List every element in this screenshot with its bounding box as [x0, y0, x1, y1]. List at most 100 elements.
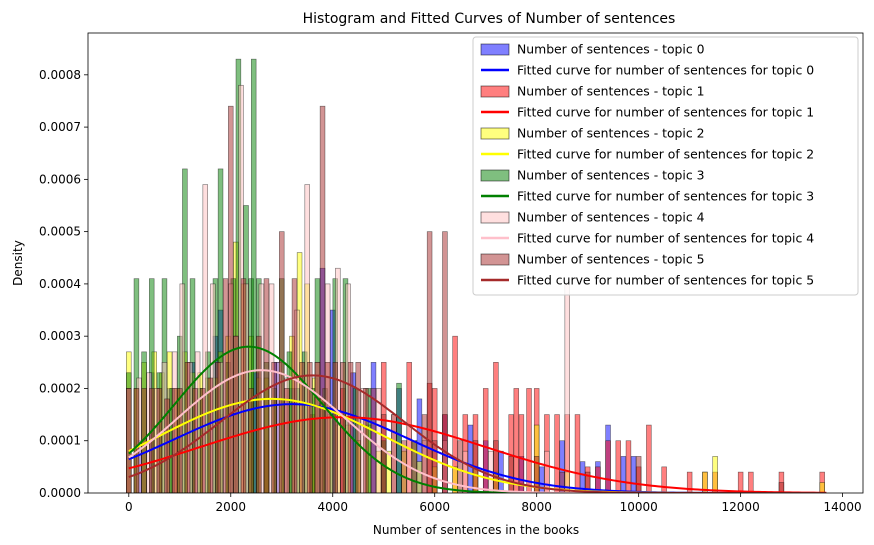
- legend-swatch: [480, 43, 510, 56]
- x-tick-label: 2000: [215, 500, 246, 514]
- histogram-bar-topic-1-37: [748, 471, 754, 493]
- histogram-bar-topic-1-14: [482, 388, 489, 493]
- y-tick-label: 0.0006: [39, 172, 81, 186]
- legend-label: Number of sentences - topic 5: [517, 252, 704, 267]
- histogram-bar-topic-1-31: [646, 424, 652, 493]
- y-tick-label: 0.0003: [39, 329, 81, 343]
- histogram-bar-topic-0-28: [630, 456, 637, 493]
- x-axis: 0 2000 4000 6000 8000 10000 12000 14000: [125, 493, 862, 514]
- y-tick-label: 0.0004: [39, 277, 81, 291]
- legend-label: Fitted curve for number of sentences for…: [517, 105, 814, 120]
- histogram-bar-topic-4-35: [564, 283, 570, 493]
- histogram-bar-topic-5-22: [284, 388, 290, 493]
- legend: Number of sentences - topic 0 Fitted curv…: [472, 36, 859, 296]
- histogram-bar-topic-5-4: [156, 388, 163, 493]
- histogram-bar-topic-5-46: [508, 456, 514, 493]
- x-tick-label: 6000: [419, 500, 450, 514]
- histogram-bar-topic-5-19: [263, 278, 270, 493]
- legend-label: Fitted curve for number of sentences for…: [517, 147, 814, 162]
- histogram-bar-topic-5-27: [319, 105, 326, 493]
- legend-label: Number of sentences - topic 4: [517, 210, 705, 225]
- histogram-bar-topic-5-37: [401, 440, 407, 493]
- legend-swatch: [480, 127, 510, 140]
- histogram-bar-topic-2-43: [819, 482, 825, 493]
- histogram-bar-topic-5-47: [533, 456, 540, 493]
- histogram-bar-topic-5-39: [421, 414, 428, 493]
- histogram-bar-topic-5-17: [248, 388, 254, 493]
- legend-box: [472, 36, 859, 296]
- x-tick-label: 14000: [824, 500, 862, 514]
- legend-label: Number of sentences - topic 3: [517, 168, 704, 183]
- y-tick-label: 0.0008: [39, 68, 81, 82]
- histogram-bar-topic-5-18: [256, 335, 262, 493]
- histogram-bar-topic-5-0: [126, 388, 132, 493]
- legend-label: Fitted curve for number of sentences for…: [517, 273, 814, 288]
- histogram-bar-topic-5-45: [493, 440, 499, 493]
- y-tick-label: 0.0007: [39, 120, 81, 134]
- x-tick-label: 10000: [620, 500, 658, 514]
- histogram-bar-topic-5-28: [324, 362, 331, 493]
- histogram-bar-topic-5-36: [391, 414, 397, 493]
- histogram-bar-topic-0-20: [498, 450, 504, 493]
- y-tick-label: 0.0001: [39, 434, 81, 448]
- legend-swatch: [480, 253, 510, 266]
- x-tick-label: 4000: [317, 500, 348, 514]
- legend-swatch: [480, 169, 510, 182]
- histogram-bar-topic-5-41: [431, 440, 438, 493]
- chart-title: Histogram and Fitted Curves of Number of…: [303, 11, 676, 27]
- histogram-bar-topic-2-32: [386, 450, 392, 493]
- fitted-curve-topic-1: [128, 416, 827, 493]
- y-axis: 0.0000 0.0001 0.0002 0.0003 0.0004 0.0005 0.00…: [39, 68, 88, 500]
- histogram-bar-topic-5-35: [380, 414, 387, 493]
- histogram-bar-topic-1-24: [574, 414, 581, 493]
- x-tick-label: 12000: [722, 500, 760, 514]
- legend-label: Number of sentences - topic 2: [517, 126, 704, 141]
- fitted-curve-topic-4: [128, 369, 827, 493]
- legend-swatch: [480, 211, 510, 224]
- legend-label: Number of sentences - topic 0: [517, 42, 705, 57]
- x-tick-label: 0: [125, 500, 133, 514]
- histogram-bar-topic-5-10: [200, 388, 206, 493]
- histogram-bar-topic-5-20: [271, 362, 277, 493]
- legend-swatch: [480, 85, 510, 98]
- histogram-bar-topic-1-15: [493, 362, 499, 493]
- histogram-bar-topic-5-50: [635, 456, 642, 493]
- histogram-bar-topic-5-26: [314, 362, 321, 493]
- histogram-bar-topic-5-23: [291, 278, 298, 493]
- histogram-bar-topic-5-25: [307, 362, 313, 493]
- histogram-bar-topic-4-21: [304, 184, 310, 493]
- histogram-bar-topic-3-35: [396, 382, 402, 493]
- histogram-bar-topic-4-9: [202, 184, 208, 493]
- y-axis-label: Density: [11, 240, 25, 286]
- histogram-bar-topic-5-31: [347, 362, 354, 493]
- histogram-bar-topic-1-11: [452, 335, 458, 493]
- histogram-bar-topic-5-8: [184, 362, 191, 493]
- histogram-bar-topic-5-33: [363, 388, 369, 493]
- x-tick-label: 8000: [521, 500, 552, 514]
- histogram-bar-topic-0-18: [467, 424, 474, 493]
- histogram-bar-topic-2-34: [416, 461, 423, 493]
- histogram-bar-topic-5-12: [215, 362, 221, 493]
- histogram-bar-topic-5-29: [332, 362, 338, 493]
- histogram-bar-topic-5-1: [133, 388, 140, 493]
- histogram-bar-topic-5-13: [222, 278, 229, 493]
- histogram-bar-topic-5-11: [207, 377, 214, 493]
- histogram-bar-topic-5-7: [177, 388, 183, 493]
- histogram-bar-topic-0-22: [539, 466, 545, 493]
- plot-area: [126, 58, 827, 493]
- histogram-bar-topic-0-27: [620, 456, 627, 493]
- histogram-bar-topic-1-22: [554, 414, 560, 493]
- histogram-bar-topic-5-38: [411, 440, 418, 493]
- histogram-bar-topic-5-40: [426, 231, 433, 493]
- histogram-bar-topic-1-29: [625, 440, 632, 493]
- y-tick-label: 0.0005: [39, 225, 81, 239]
- histogram-bar-topic-1-36: [737, 471, 744, 493]
- plot-frame: [87, 32, 864, 494]
- histogram-bar-topic-1-28: [615, 440, 621, 493]
- histogram-bar-topic-5-16: [240, 278, 247, 493]
- histogram-bar-topic-4-34: [544, 450, 550, 493]
- histogram-bar-topic-5-5: [164, 398, 170, 493]
- y-tick-label: 0.0000: [39, 486, 81, 500]
- histogram-bar-topic-5-14: [228, 105, 234, 493]
